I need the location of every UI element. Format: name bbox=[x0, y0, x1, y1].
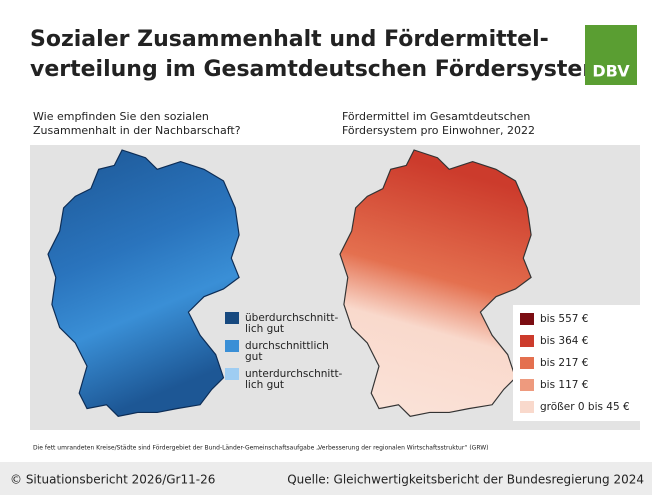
title-line: Sozialer Zusammenhalt und Fördermittel- bbox=[30, 27, 549, 52]
legend-label: bis 217 € bbox=[540, 357, 588, 369]
footer-right: Quelle: Gleichwertigkeitsbericht der Bun… bbox=[287, 473, 644, 487]
legend-swatch bbox=[520, 379, 534, 391]
infographic: Sozialer Zusammenhalt und Fördermittel- … bbox=[0, 0, 652, 495]
footnote: Die fett umrandeten Kreise/Städte sind F… bbox=[33, 445, 489, 452]
legend-swatch bbox=[225, 312, 239, 324]
title-line: verteilung im Gesamtdeutschen Fördersyst… bbox=[30, 57, 605, 82]
panel-title: Fördermittel im Gesamtdeutschen bbox=[342, 110, 530, 123]
legend-swatch bbox=[520, 335, 534, 347]
panel-title: Wie empfinden Sie den sozialen bbox=[33, 110, 209, 123]
panel-title: Zusammenhalt in der Nachbarschaft? bbox=[33, 124, 241, 137]
legend-label: lich gut bbox=[245, 323, 284, 335]
legend-swatch bbox=[225, 340, 239, 352]
legend-swatch bbox=[520, 401, 534, 413]
legend-label: bis 557 € bbox=[540, 313, 588, 325]
footer-left: © Situationsbericht 2026/Gr11-26 bbox=[10, 473, 215, 487]
legend-swatch bbox=[225, 368, 239, 380]
legend-swatch bbox=[520, 313, 534, 325]
legend-label: lich gut bbox=[245, 379, 284, 391]
panel-title: Fördersystem pro Einwohner, 2022 bbox=[342, 124, 535, 137]
legend-label: gut bbox=[245, 351, 262, 363]
legend-label: größer 0 bis 45 € bbox=[540, 401, 630, 413]
legend-swatch bbox=[520, 357, 534, 369]
logo-text: DBV bbox=[592, 62, 630, 81]
legend-label: bis 364 € bbox=[540, 335, 588, 347]
legend-label: bis 117 € bbox=[540, 379, 588, 391]
